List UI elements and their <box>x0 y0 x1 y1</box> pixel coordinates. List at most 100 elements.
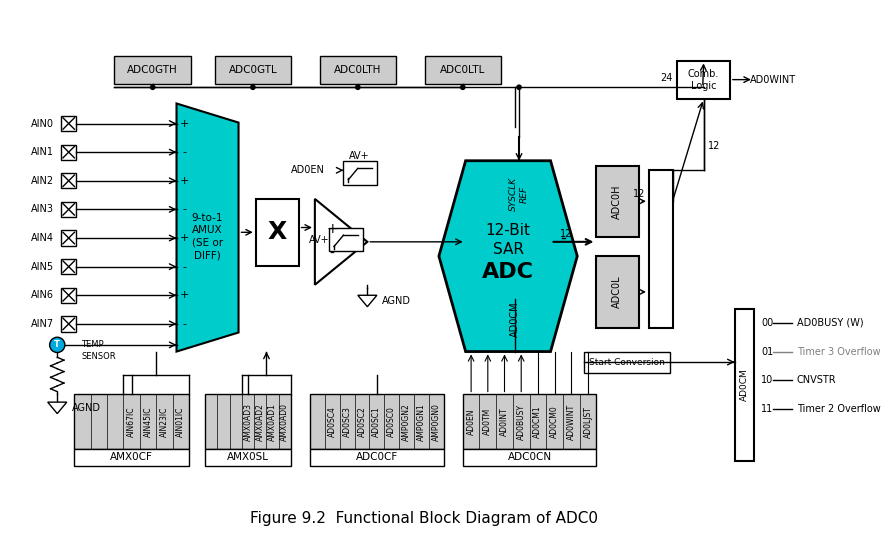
Text: AIN0: AIN0 <box>30 119 53 129</box>
Text: AD0CM: AD0CM <box>740 368 749 402</box>
Text: AIN4: AIN4 <box>30 233 53 243</box>
Text: AD0SC2: AD0SC2 <box>358 407 367 437</box>
Text: 01: 01 <box>761 347 773 357</box>
Text: +: + <box>179 119 189 129</box>
Text: AMX0SL: AMX0SL <box>227 452 269 463</box>
Text: +: + <box>179 233 189 243</box>
Text: TEMP: TEMP <box>81 340 104 349</box>
Text: (SE or: (SE or <box>192 238 223 248</box>
Bar <box>597 166 639 237</box>
Text: 12: 12 <box>709 142 721 151</box>
Text: AV+: AV+ <box>308 235 329 245</box>
Text: AD0LJST: AD0LJST <box>583 406 592 437</box>
Polygon shape <box>439 161 577 352</box>
Text: AIN23IC: AIN23IC <box>160 407 169 437</box>
Text: AD0BUSY (W): AD0BUSY (W) <box>797 318 863 328</box>
Text: AIN67IC: AIN67IC <box>127 407 136 437</box>
Text: AD0EN: AD0EN <box>290 165 324 175</box>
Text: +: + <box>179 176 189 186</box>
Text: ADC0H: ADC0H <box>613 184 622 218</box>
Text: 9-to-1: 9-to-1 <box>192 213 223 223</box>
Text: AIN1: AIN1 <box>30 147 53 157</box>
Text: AIN5: AIN5 <box>30 262 53 272</box>
Text: AMX0AD1: AMX0AD1 <box>268 403 277 441</box>
Text: AMX0CF: AMX0CF <box>110 452 153 463</box>
Text: Start Conversion: Start Conversion <box>589 357 665 367</box>
Text: AMP0GN0: AMP0GN0 <box>432 403 440 441</box>
Text: Comb.: Comb. <box>688 69 719 79</box>
Bar <box>61 116 76 131</box>
Bar <box>424 56 501 85</box>
Text: AIN2: AIN2 <box>30 176 53 186</box>
Text: AMX0AD0: AMX0AD0 <box>281 403 289 441</box>
Text: AIN45IC: AIN45IC <box>144 407 153 437</box>
Text: AGND: AGND <box>382 296 410 306</box>
Text: DIFF): DIFF) <box>194 250 221 260</box>
Text: -: - <box>182 262 186 272</box>
Circle shape <box>355 85 361 90</box>
Bar <box>61 202 76 217</box>
Bar <box>61 259 76 274</box>
Text: -: - <box>329 247 335 261</box>
Text: AD0BUSY: AD0BUSY <box>517 404 526 440</box>
Text: AMX0AD3: AMX0AD3 <box>243 403 252 441</box>
Text: AIN3: AIN3 <box>30 204 53 214</box>
Text: CNVSTR: CNVSTR <box>797 375 836 385</box>
Bar <box>329 227 362 251</box>
Text: AD0WINT: AD0WINT <box>749 74 796 85</box>
Text: AV+: AV+ <box>349 151 370 161</box>
Text: AMP0GN1: AMP0GN1 <box>416 403 426 441</box>
Text: Logic: Logic <box>691 81 717 91</box>
Text: AD0CM1: AD0CM1 <box>534 405 543 438</box>
Text: AD0CM: AD0CM <box>511 302 520 337</box>
Text: +: + <box>326 222 337 236</box>
Text: ADC0CN: ADC0CN <box>507 452 551 463</box>
Text: -: - <box>182 147 186 157</box>
Polygon shape <box>315 199 368 285</box>
Text: 11: 11 <box>761 404 773 414</box>
Circle shape <box>516 85 522 90</box>
Text: AMP0GN2: AMP0GN2 <box>402 403 411 441</box>
Bar <box>584 352 670 372</box>
Bar <box>75 449 189 466</box>
Text: SYSCLK
REF: SYSCLK REF <box>510 177 528 211</box>
Bar <box>463 449 597 466</box>
Text: Figure 9.2  Functional Block Diagram of ADC0: Figure 9.2 Functional Block Diagram of A… <box>250 511 598 526</box>
Polygon shape <box>177 104 239 352</box>
Bar <box>215 56 291 85</box>
Text: Timer 2 Overflow: Timer 2 Overflow <box>797 404 881 414</box>
Text: +: + <box>179 290 189 300</box>
Text: AGND: AGND <box>72 403 100 413</box>
Text: 10: 10 <box>761 375 773 385</box>
Text: AD0TM: AD0TM <box>483 408 492 435</box>
Text: AD0SC0: AD0SC0 <box>387 406 396 437</box>
Bar <box>61 230 76 246</box>
Bar <box>597 256 639 328</box>
Text: ADC0LTL: ADC0LTL <box>440 65 486 75</box>
Text: X: X <box>267 220 287 244</box>
Bar <box>61 288 76 303</box>
Text: Timer 3 Overflow: Timer 3 Overflow <box>797 347 880 357</box>
Text: AIN01IC: AIN01IC <box>176 407 186 437</box>
Bar <box>115 56 191 85</box>
Bar <box>649 170 673 328</box>
Bar <box>61 144 76 160</box>
Text: AD0INT: AD0INT <box>500 407 509 436</box>
Text: AIN6: AIN6 <box>30 290 53 300</box>
Text: ADC0CF: ADC0CF <box>356 452 398 463</box>
Text: 12-Bit: 12-Bit <box>486 223 531 238</box>
Text: AMUX: AMUX <box>192 225 223 235</box>
Text: ADC0L: ADC0L <box>613 276 622 308</box>
Bar <box>734 309 754 461</box>
Text: 12: 12 <box>633 189 646 199</box>
Bar <box>344 161 377 185</box>
Circle shape <box>50 337 65 352</box>
Text: 00: 00 <box>761 318 773 328</box>
Text: AD0SC4: AD0SC4 <box>328 406 337 437</box>
Text: AD0WINT: AD0WINT <box>567 404 575 440</box>
Bar <box>61 173 76 188</box>
Bar <box>320 56 396 85</box>
Bar <box>310 394 444 449</box>
Text: ADC0GTH: ADC0GTH <box>127 65 178 75</box>
Bar <box>463 394 597 449</box>
